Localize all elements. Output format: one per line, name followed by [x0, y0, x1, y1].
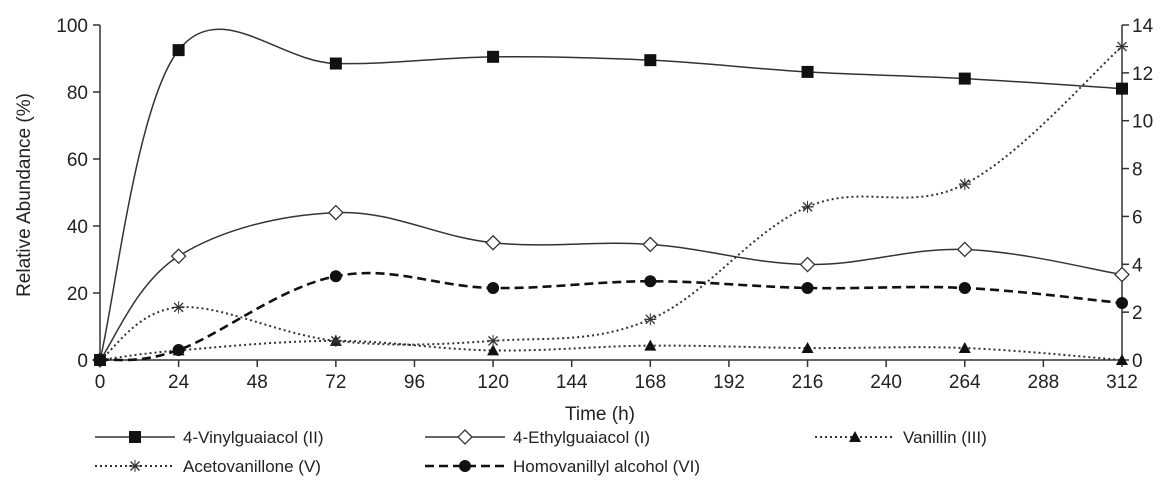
- y-axis-label: Relative Abundance (%): [14, 93, 35, 297]
- legend-item-vanillin-iii: Vanillin (III): [815, 428, 987, 447]
- x-tick-label: 312: [1106, 372, 1138, 393]
- series-4-ethylguaiacol-i: [92, 204, 1130, 368]
- x-tick-label: 288: [1028, 372, 1060, 393]
- legend-label: Homovanillyl alcohol (VI): [513, 457, 700, 476]
- data-point: [329, 270, 342, 283]
- data-point: [329, 334, 342, 347]
- y2-tick-label: 6: [1132, 207, 1143, 228]
- y2-tick-label: 10: [1132, 112, 1153, 133]
- x-tick-label: 48: [247, 372, 268, 393]
- y-tick-label: 100: [56, 16, 88, 37]
- data-point: [958, 342, 971, 354]
- data-point: [172, 44, 185, 57]
- x-tick-label: 264: [949, 372, 981, 393]
- y2-tick-label: 12: [1132, 64, 1153, 85]
- legend-marker: [129, 431, 141, 443]
- data-point: [1116, 82, 1128, 95]
- legend-marker: [457, 429, 473, 445]
- data-point: [801, 65, 814, 78]
- series-line: [99, 28, 1123, 361]
- x-tick-label: 216: [792, 372, 824, 393]
- x-axis-label: Time (h): [565, 404, 635, 425]
- data-point: [327, 204, 344, 221]
- legend-marker: [459, 460, 471, 472]
- data-point: [958, 178, 971, 191]
- legend-item-homovanillyl-alcohol-vi: Homovanillyl alcohol (VI): [425, 457, 700, 476]
- y2-tick-label: 2: [1132, 303, 1143, 324]
- data-point: [956, 241, 973, 258]
- data-point: [172, 301, 185, 314]
- data-point: [644, 313, 657, 326]
- y-tick-label: 0: [77, 351, 88, 372]
- x-tick-label: 120: [477, 372, 509, 393]
- data-point: [172, 343, 185, 356]
- y2-tick-label: 14: [1132, 16, 1154, 37]
- legend-item-4-ethylguaiacol-i: 4-Ethylguaiacol (I): [425, 428, 650, 447]
- series-line: [99, 211, 1123, 361]
- data-point: [801, 281, 814, 294]
- x-tick-label: 168: [634, 372, 666, 393]
- data-point: [644, 54, 657, 67]
- y-tick-label: 80: [67, 83, 88, 104]
- x-tick-label: 72: [325, 372, 346, 393]
- data-point: [94, 354, 106, 366]
- data-point: [958, 281, 971, 294]
- series-acetovanillone-v: [94, 40, 1128, 366]
- ticks: 0 24 48 72 96 120 144 168 192 216 240 264 288 3120204…: [56, 16, 1153, 393]
- data-point: [1116, 297, 1128, 310]
- data-point: [644, 275, 657, 288]
- data-point: [799, 256, 816, 273]
- data-point: [487, 344, 500, 356]
- series-line: [99, 271, 1123, 362]
- data-point: [801, 342, 814, 354]
- data-point: [170, 248, 187, 265]
- series-line: [99, 45, 1123, 361]
- series-4-vinylguaiacol-ii: [94, 28, 1128, 366]
- data-point: [485, 234, 501, 251]
- y2-tick-label: 4: [1132, 255, 1143, 276]
- legend-label: 4-Vinylguaiacol (II): [183, 428, 323, 447]
- x-tick-label: 240: [870, 372, 902, 393]
- data-point: [487, 334, 500, 347]
- y-tick-label: 40: [67, 217, 88, 238]
- data-point: [487, 281, 500, 294]
- x-tick-label: 192: [713, 372, 745, 393]
- legend-marker: [849, 431, 861, 442]
- data-point: [642, 236, 659, 253]
- data-point: [329, 57, 342, 70]
- legend: 4-Vinylguaiacol (II) 4-Ethylguaiacol (I) V…: [95, 428, 987, 476]
- x-tick-label: 96: [404, 372, 425, 393]
- series-line: [99, 339, 1123, 361]
- legend-label: 4-Ethylguaiacol (I): [513, 428, 650, 447]
- x-tick-label: 144: [556, 372, 588, 393]
- legend-label: Acetovanillone (V): [183, 457, 321, 476]
- data-point: [1116, 354, 1128, 365]
- y2-tick-label: 0: [1132, 351, 1143, 372]
- y-tick-label: 60: [67, 150, 88, 171]
- legend-item-acetovanillone-v: Acetovanillone (V): [95, 457, 321, 476]
- series-homovanillyl-alcohol-vi: [94, 270, 1128, 366]
- x-tick-label: 24: [168, 372, 190, 393]
- legend-marker: [129, 460, 141, 472]
- legend-label: Vanillin (III): [903, 428, 987, 447]
- data-point: [644, 339, 657, 351]
- data-point: [487, 50, 500, 63]
- legend-item-4-vinylguaiacol-ii: 4-Vinylguaiacol (II): [95, 428, 323, 447]
- y-tick-label: 20: [67, 284, 88, 305]
- data-point: [1116, 40, 1128, 53]
- series-layer: [92, 28, 1130, 368]
- data-point: [958, 72, 971, 85]
- data-point: [1114, 266, 1130, 283]
- x-tick-label: 0: [95, 372, 106, 393]
- data-point: [801, 200, 814, 213]
- y2-tick-label: 8: [1132, 160, 1143, 181]
